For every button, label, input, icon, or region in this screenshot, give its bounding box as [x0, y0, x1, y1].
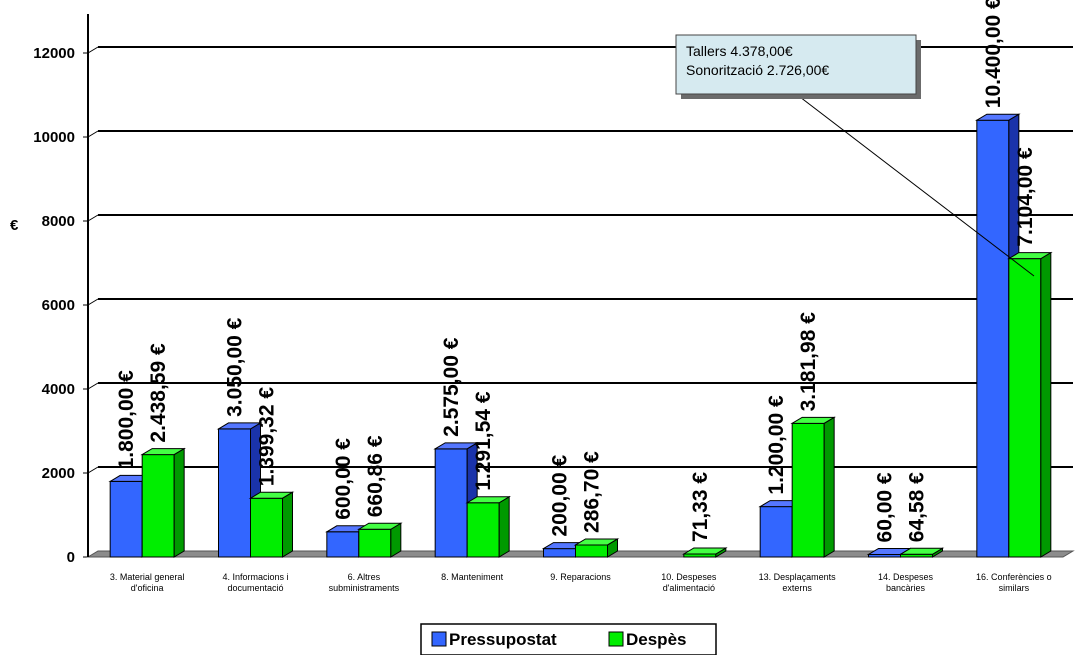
bar-top-desp-s [1007, 252, 1053, 260]
y-tick-label: 0 [67, 549, 75, 566]
bar-side-desp-s [1040, 251, 1052, 558]
bar-desp-s [466, 502, 500, 558]
bar-desp-s [250, 497, 283, 558]
x-tick-label: 8. Manteniment [441, 572, 504, 582]
bar-side-desp-s [282, 491, 293, 558]
legend-label-pressupostat: Pressupostat [449, 630, 557, 649]
bar-pressupostat [434, 448, 468, 558]
data-labels: 1.800,00 € 2.438,59 € 3.050,00 € 1.399,32 €… [115, 0, 1037, 542]
y-tick-label: 12000 [33, 45, 75, 62]
data-label-pressupostat: 10.400,00 € [982, 0, 1005, 108]
bar-top-desp-s [573, 538, 620, 546]
data-label-pressupostat: 1.800,00 € [115, 370, 138, 470]
gridline-diagonal [87, 382, 99, 390]
gridline-diagonal [87, 46, 99, 54]
callout-leader [799, 96, 1035, 277]
x-tick-label: 9. Reparacions [550, 572, 611, 582]
legend-swatch-pressupostat [431, 631, 447, 647]
x-tick-label: 6. Altres subministraments [329, 572, 400, 593]
bar-top-desp-s [140, 448, 186, 456]
data-label-pressupostat: 60,00 € [874, 472, 897, 542]
data-label-desp-s: 1.399,32 € [256, 387, 279, 487]
bar-side-desp-s [498, 495, 510, 558]
data-label-pressupostat: 200,00 € [549, 455, 572, 537]
callout-line-1: Tallers 4.378,00€ [686, 43, 793, 59]
y-tick-label: 6000 [42, 297, 75, 314]
gridline-diagonal [87, 130, 99, 138]
bar-top-desp-s [790, 416, 836, 424]
bar-pressupostat [218, 428, 251, 558]
bar-desp-s [358, 528, 392, 558]
bar-side-desp-s [823, 416, 835, 558]
bar-pressupostat [543, 548, 576, 558]
bar-top-pressupostat [433, 442, 479, 450]
data-label-desp-s: 64,58 € [906, 472, 929, 542]
x-tick-label: 4. Informacions i documentació [222, 572, 288, 593]
y-tick-label: 8000 [42, 213, 75, 230]
category-labels: 3. Material general d'oficina 4. Informaci… [110, 572, 1052, 593]
y-tick-label: 4000 [42, 381, 75, 398]
annotation-callout: Tallers 4.378,00€ Sonorització 2.726,00€ [675, 34, 1035, 277]
data-label-pressupostat: 2.575,00 € [440, 337, 463, 437]
data-label-pressupostat: 1.200,00 € [765, 395, 788, 495]
bar-top-pressupostat [216, 422, 263, 430]
bar-desp-s [575, 544, 608, 558]
data-label-desp-s: 660,86 € [364, 435, 387, 517]
bars [108, 113, 1053, 558]
data-label-desp-s: 286,70 € [581, 451, 604, 533]
y-tick-label: 2000 [42, 465, 75, 482]
bar-top-desp-s [248, 491, 295, 499]
data-label-pressupostat: 3.050,00 € [224, 317, 247, 417]
data-label-pressupostat: 600,00 € [332, 438, 355, 520]
data-label-desp-s: 71,33 € [689, 472, 712, 542]
x-tick-label: 3. Material general d'oficina [110, 572, 185, 593]
bar-side-desp-s [173, 447, 185, 558]
bar-pressupostat [759, 506, 793, 558]
bar-desp-s [141, 454, 175, 558]
x-tick-label: 16. Conferències o similars [976, 572, 1052, 593]
bar-top-desp-s [465, 496, 511, 504]
y-axis-label: € [10, 217, 19, 234]
gridline-diagonal [87, 298, 99, 306]
x-tick-label: 10. Despeses d'alimentació [661, 572, 717, 593]
x-tick-label: 14. Despeses bancàries [878, 572, 934, 593]
legend-box [420, 623, 717, 655]
gridline-diagonal [87, 214, 99, 222]
legend: Pressupostat Despès [420, 623, 717, 655]
x-tick-label: 13. Desplaçaments externs [759, 572, 837, 593]
bar-pressupostat [326, 531, 360, 558]
legend-swatch-despes [608, 631, 624, 647]
bar-pressupostat [976, 119, 1010, 558]
data-label-desp-s: 2.438,59 € [147, 343, 170, 443]
y-tick-label: 10000 [33, 129, 75, 146]
bar-top-desp-s [357, 522, 403, 530]
gridline-diagonal [87, 466, 99, 474]
bar-top-desp-s [898, 547, 945, 555]
bar-pressupostat [109, 480, 143, 558]
data-label-desp-s: 3.181,98 € [797, 312, 820, 412]
bar-desp-s [791, 422, 825, 558]
legend-label-despes: Despès [626, 630, 686, 649]
bar-top-pressupostat [975, 113, 1021, 121]
gridlines [87, 46, 1073, 474]
bar-top-desp-s [682, 547, 728, 555]
data-label-desp-s: 1.291,54 € [472, 391, 495, 491]
bar-desp-s [1008, 258, 1042, 558]
callout-line-2: Sonorització 2.726,00€ [686, 62, 829, 78]
data-label-desp-s: 7.104,00 € [1014, 147, 1037, 247]
callout-box [675, 34, 917, 95]
